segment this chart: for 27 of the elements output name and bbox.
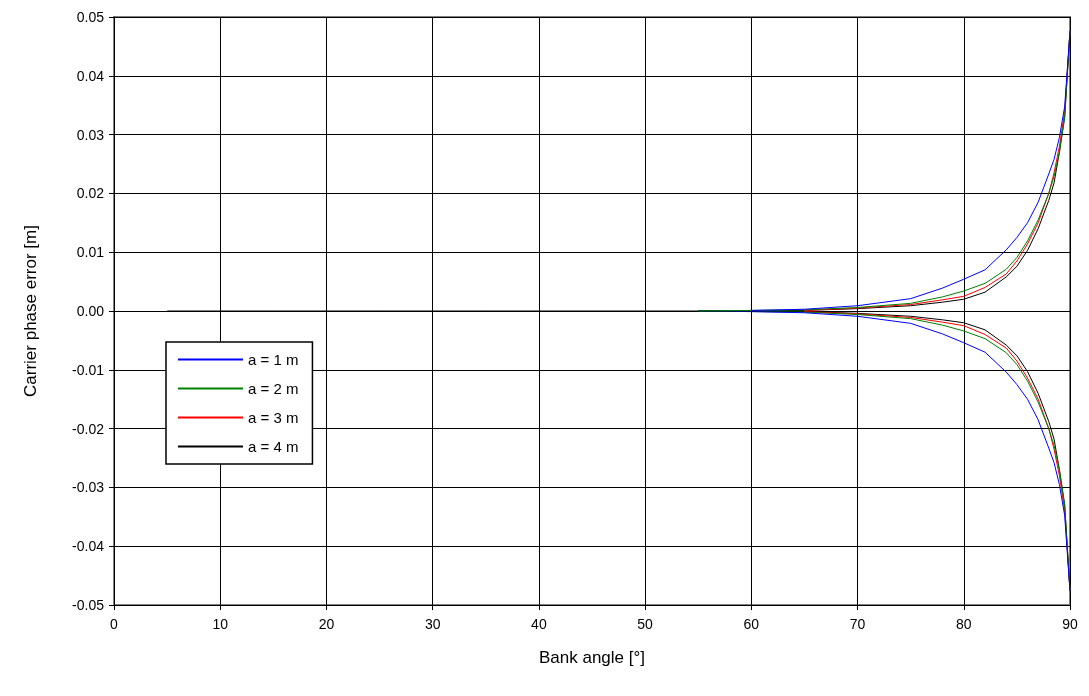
y-tick-label: -0.01 xyxy=(72,361,105,378)
y-tick-label: 0.05 xyxy=(76,9,105,25)
legend-label: a = 1 m xyxy=(248,351,299,368)
x-tick-label: 0 xyxy=(110,616,119,632)
y-tick-label: -0.04 xyxy=(72,538,105,555)
y-tick-label: 0.01 xyxy=(76,244,105,261)
x-tick-label: 90 xyxy=(1062,616,1078,632)
x-tick-label: 60 xyxy=(743,616,760,632)
y-tick-label: 0.02 xyxy=(76,185,105,202)
x-tick-label: 80 xyxy=(955,616,972,632)
legend-label: a = 2 m xyxy=(248,380,299,397)
x-axis-title: Bank angle [°] xyxy=(538,648,646,667)
x-tick-label: 40 xyxy=(531,616,547,632)
y-tick-label: 0.03 xyxy=(76,126,105,143)
y-tick-label: -0.05 xyxy=(72,597,105,613)
y-tick-label: -0.02 xyxy=(72,420,105,437)
legend-label: a = 4 m xyxy=(248,438,299,455)
legend-label: a = 3 m xyxy=(248,409,299,426)
y-axis-title: Carrier phase error [m] xyxy=(21,225,40,397)
x-tick-label: 10 xyxy=(212,616,229,632)
x-tick-label: 70 xyxy=(849,616,866,632)
y-tick-label: 0.04 xyxy=(76,67,105,84)
x-tick-label: 20 xyxy=(318,616,335,632)
x-tick-label: 30 xyxy=(424,616,441,632)
y-tick-label: -0.03 xyxy=(72,479,105,496)
y-tick-label: 0.00 xyxy=(76,303,105,319)
x-tick-label: 50 xyxy=(637,616,654,632)
